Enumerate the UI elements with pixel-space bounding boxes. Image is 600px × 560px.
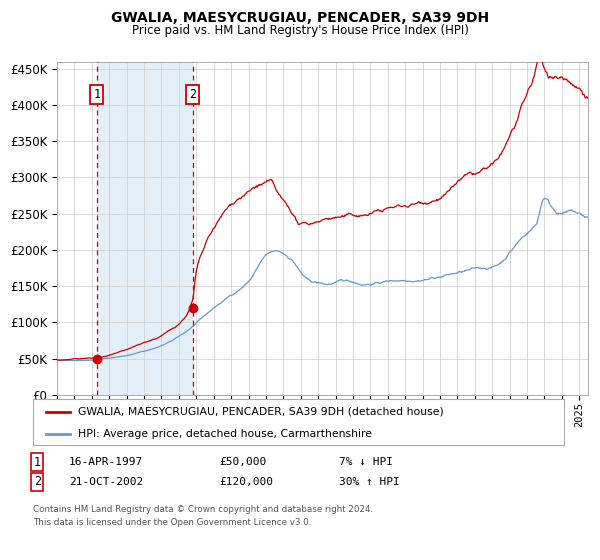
Text: Contains HM Land Registry data © Crown copyright and database right 2024.: Contains HM Land Registry data © Crown c… [33,505,373,514]
Text: 30% ↑ HPI: 30% ↑ HPI [339,477,400,487]
Text: 7% ↓ HPI: 7% ↓ HPI [339,457,393,467]
Text: 21-OCT-2002: 21-OCT-2002 [69,477,143,487]
Text: GWALIA, MAESYCRUGIAU, PENCADER, SA39 9DH (detached house): GWALIA, MAESYCRUGIAU, PENCADER, SA39 9DH… [78,407,444,417]
Text: 1: 1 [94,88,100,101]
Text: Price paid vs. HM Land Registry's House Price Index (HPI): Price paid vs. HM Land Registry's House … [131,24,469,36]
Text: 1: 1 [34,455,41,469]
Text: This data is licensed under the Open Government Licence v3.0.: This data is licensed under the Open Gov… [33,518,311,527]
Bar [97,62,193,395]
Text: £50,000: £50,000 [219,457,266,467]
Text: 2: 2 [189,88,196,101]
Text: HPI: Average price, detached house, Carmarthenshire: HPI: Average price, detached house, Carm… [78,429,372,438]
Text: 16-APR-1997: 16-APR-1997 [69,457,143,467]
Text: GWALIA, MAESYCRUGIAU, PENCADER, SA39 9DH: GWALIA, MAESYCRUGIAU, PENCADER, SA39 9DH [111,11,489,25]
Text: 2: 2 [34,475,41,488]
Text: £120,000: £120,000 [219,477,273,487]
